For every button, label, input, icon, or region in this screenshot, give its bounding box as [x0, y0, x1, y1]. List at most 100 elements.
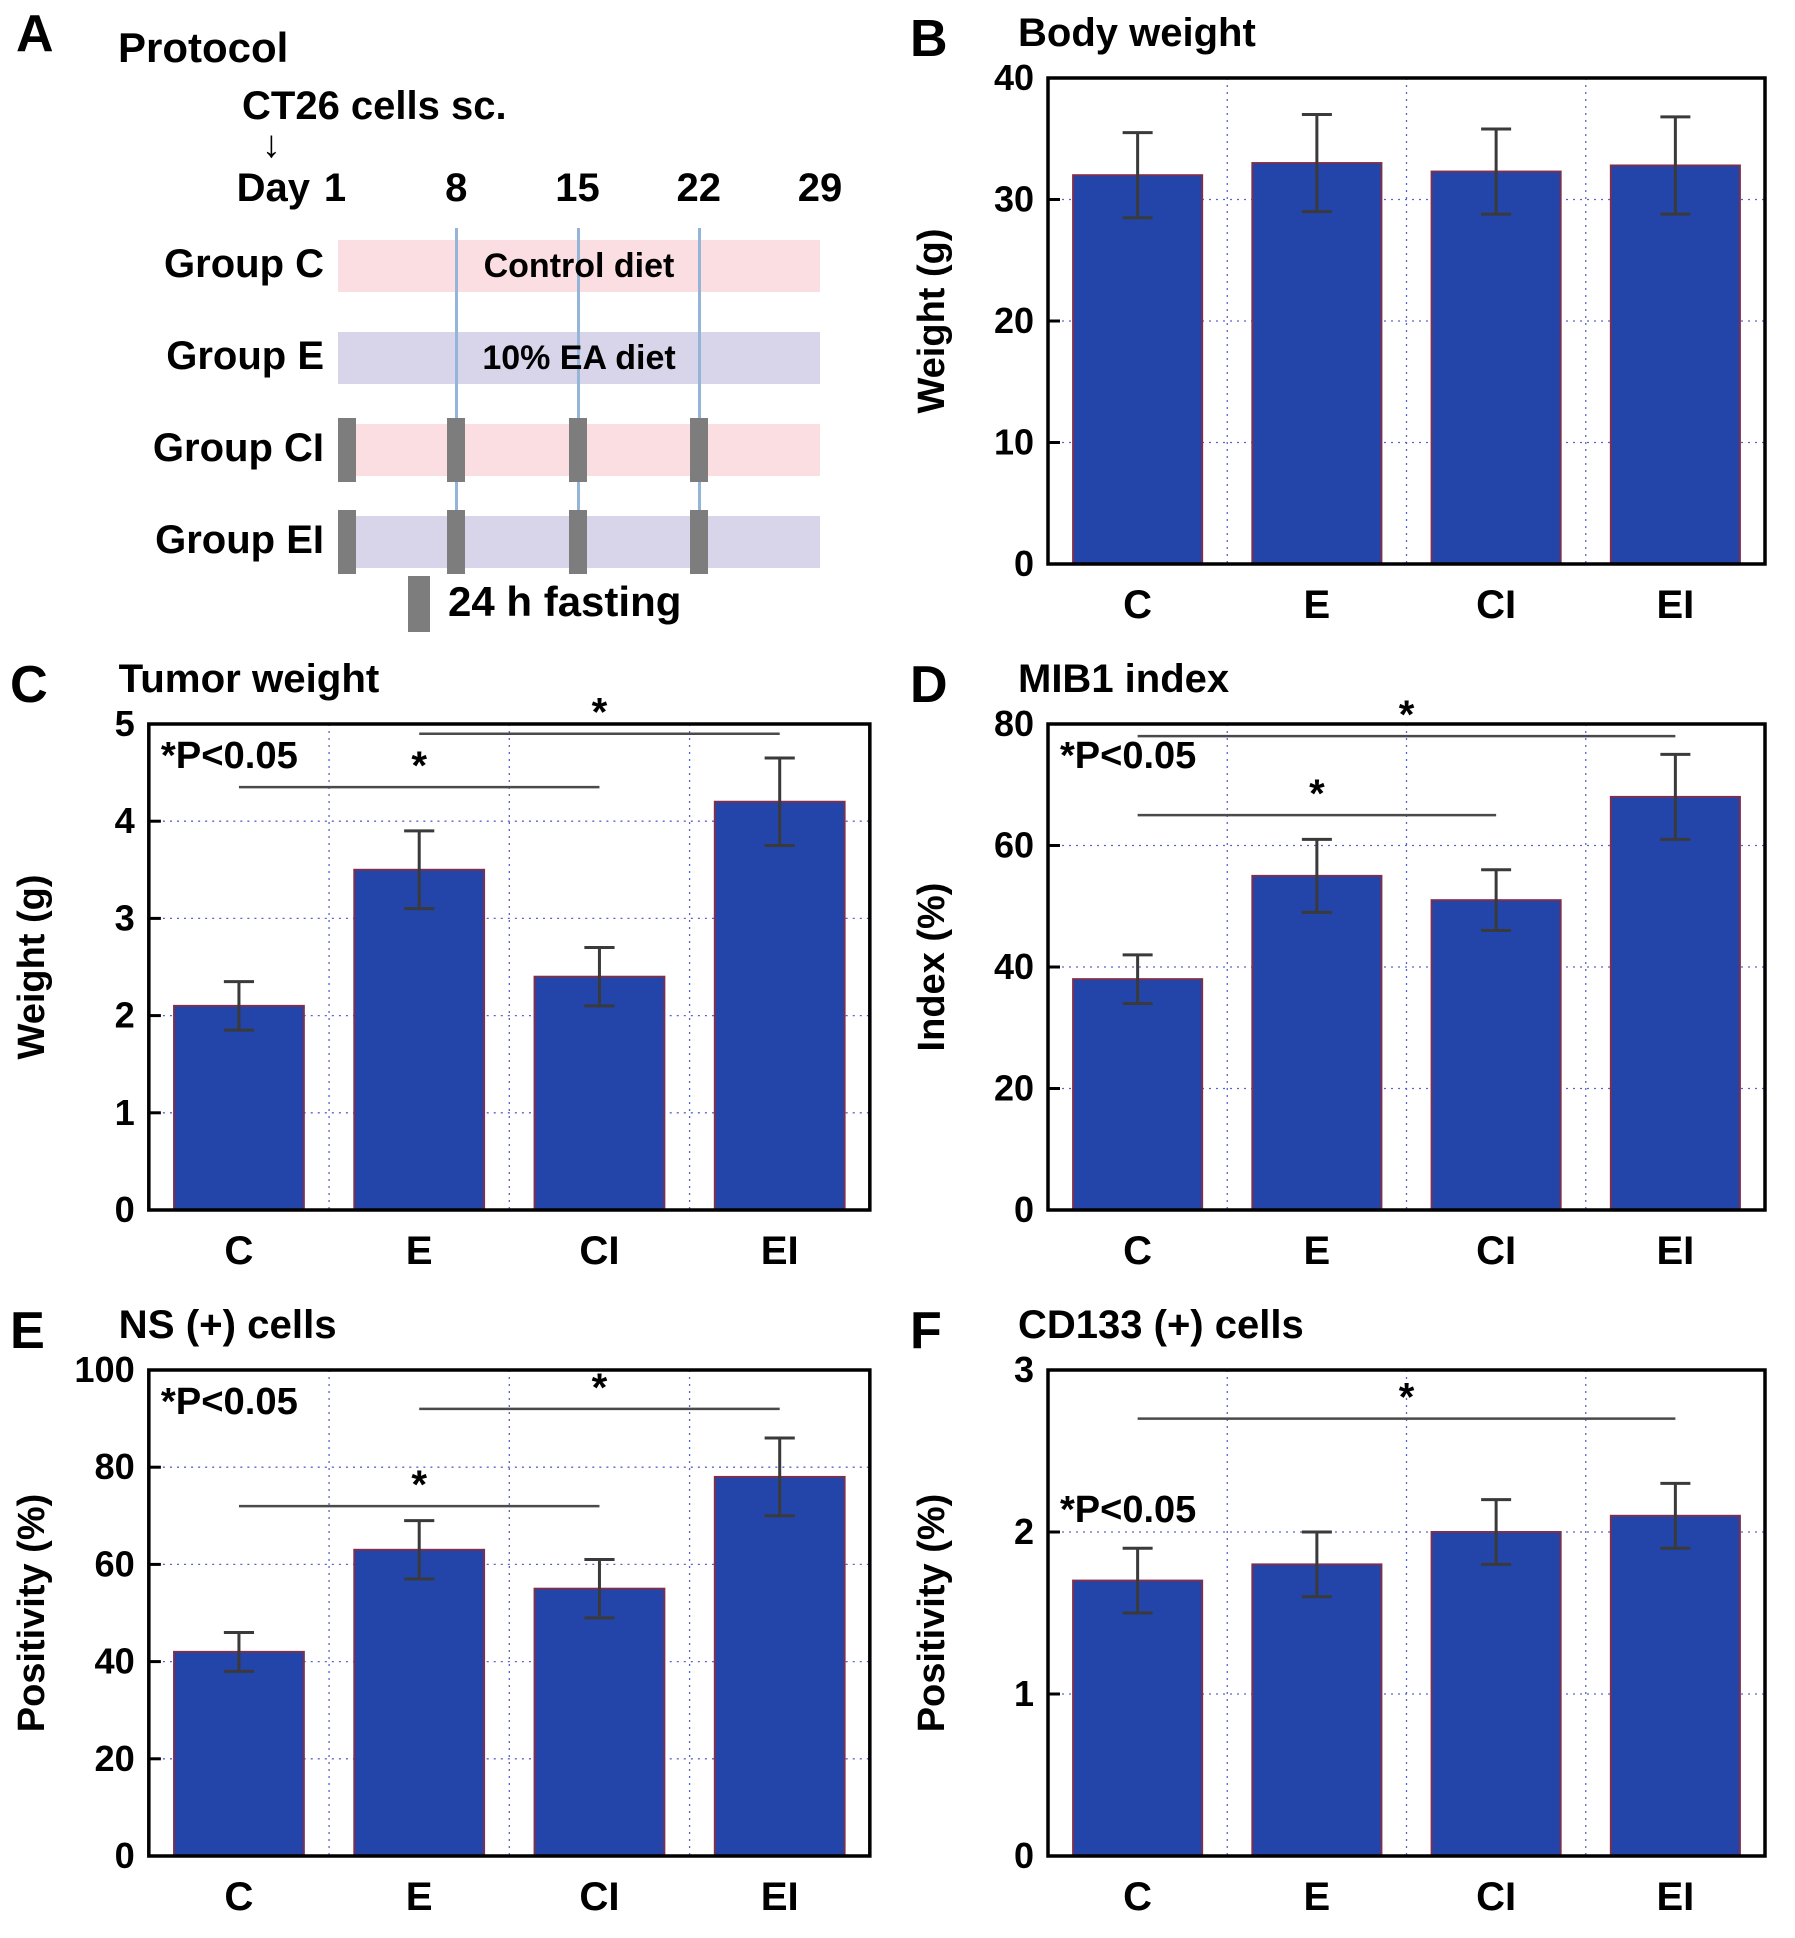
bar-E — [1251, 162, 1383, 566]
chart-title: Body weight — [1018, 11, 1256, 55]
bar-EI — [1609, 164, 1741, 565]
bar-E — [353, 1548, 486, 1857]
diet-band-label: Control diet — [483, 247, 675, 285]
fasting-bar — [689, 510, 708, 574]
protocol-diagram: Protocol CT26 cells sc. ↓ Day 1 8 15 22 29 Group … — [0, 0, 900, 646]
bar-EI — [713, 800, 846, 1211]
error-bar-EI — [1660, 1481, 1691, 1550]
y-tick-label: 0 — [115, 1189, 135, 1230]
bar-CI — [533, 975, 666, 1211]
x-category-label: CI — [1476, 1875, 1516, 1919]
error-bar-CI — [1481, 1498, 1512, 1566]
error-bar-E — [1301, 112, 1332, 214]
x-category-label: E — [406, 1229, 433, 1273]
y-tick-label: 40 — [994, 57, 1034, 98]
error-bar-EI — [1660, 752, 1691, 841]
y-tick-label: 2 — [1014, 1511, 1034, 1552]
x-category-label: E — [406, 1875, 433, 1919]
error-bar-EI — [1660, 115, 1691, 216]
diet-band-label: 10% EA diet — [482, 339, 676, 377]
y-tick-label: 0 — [1014, 1835, 1034, 1876]
x-category-label: CI — [579, 1229, 619, 1273]
day-gridline — [697, 228, 701, 572]
fasting-bar — [338, 510, 356, 574]
x-category-label: C — [1123, 583, 1152, 627]
significance-star: * — [1399, 1376, 1415, 1420]
y-tick-label: 80 — [94, 1446, 134, 1487]
y-axis-title: Index (%) — [911, 883, 953, 1052]
panel-d-mib1-index: 0 20 40 60 80 C E CI EI Index (%) MIB1 index D *P<0.… — [900, 646, 1795, 1292]
error-bar-CI — [584, 1558, 615, 1620]
error-bar-E — [404, 829, 435, 911]
bar-C — [1072, 1579, 1204, 1857]
x-category-label: C — [1123, 1875, 1152, 1919]
y-tick-label: 20 — [94, 1738, 134, 1779]
bar-C — [173, 1650, 305, 1857]
x-category-label: E — [1304, 1875, 1331, 1919]
body-weight-chart: 0 10 20 30 40 C E CI EI Weight (g) Body weight B — [910, 10, 1767, 627]
error-bar-E — [404, 1519, 435, 1581]
group-label: Group EI — [155, 518, 324, 562]
day-tick-label: 8 — [445, 166, 468, 210]
day-tick-label: 15 — [555, 166, 600, 210]
bar-C — [1072, 978, 1204, 1211]
error-bar-EI — [764, 756, 795, 847]
fasting-bar — [568, 418, 587, 482]
day-tick-label: 29 — [797, 166, 843, 210]
significance-star: * — [411, 744, 427, 788]
bar-CI — [533, 1587, 666, 1857]
bar-E — [1251, 1563, 1383, 1857]
error-bar-CI — [584, 946, 615, 1008]
error-bar-C — [223, 980, 255, 1032]
x-category-label: CI — [1476, 583, 1516, 627]
day-axis-label: Day — [236, 166, 310, 210]
bar-EI — [713, 1475, 846, 1857]
pvalue-annotation: *P<0.05 — [1060, 1489, 1196, 1531]
y-tick-label: 1 — [115, 1092, 135, 1133]
ns-positive-cells-chart: 0 20 40 60 80 100 C E CI EI Positivity (%) NS (+) c… — [10, 1302, 872, 1919]
panel-letter: B — [910, 10, 948, 68]
y-axis-title: Weight (g) — [11, 875, 53, 1060]
panel-a-protocol: A Protocol CT26 cells sc. ↓ Day 1 8 15 22 29 Grou… — [0, 0, 900, 646]
bar-CI — [1430, 899, 1562, 1212]
group-label: Group E — [166, 334, 324, 378]
y-tick-label: 0 — [1014, 543, 1034, 584]
pvalue-annotation: *P<0.05 — [1060, 735, 1196, 777]
error-bar-C — [1122, 953, 1153, 1005]
error-bar-C — [1122, 131, 1153, 220]
panel-letter: D — [910, 656, 948, 714]
fasting-bar — [568, 510, 587, 574]
fasting-bar — [689, 418, 708, 482]
x-category-label: EI — [1656, 1875, 1694, 1919]
chart-title: Tumor weight — [119, 657, 380, 701]
bar-EI — [1609, 795, 1741, 1211]
panel-letter-a: A — [16, 5, 54, 63]
x-category-label: EI — [1656, 583, 1694, 627]
error-bar-CI — [1481, 127, 1512, 216]
fasting-legend-label: 24 h fasting — [448, 578, 682, 625]
group-label: Group C — [164, 242, 324, 286]
fasting-legend-swatch — [408, 576, 430, 632]
y-tick-label: 60 — [994, 825, 1034, 866]
x-category-label: C — [224, 1229, 253, 1273]
axes-frame — [1046, 1368, 1767, 1858]
day-gridline — [455, 228, 459, 572]
x-category-label: EI — [761, 1875, 799, 1919]
error-bar-EI — [764, 1436, 795, 1518]
x-category-label: CI — [579, 1875, 619, 1919]
y-axis-title: Weight (g) — [911, 228, 953, 413]
error-bar-E — [1301, 837, 1332, 914]
group-label: Group CI — [152, 426, 324, 470]
x-category-label: E — [1304, 1229, 1331, 1273]
panel-e-ns-cells: 0 20 40 60 80 100 C E CI EI Positivity (%) NS (+) c… — [0, 1292, 900, 1938]
injection-label: CT26 cells sc. — [242, 84, 507, 128]
y-tick-label: 10 — [994, 422, 1034, 463]
error-bar-C — [223, 1630, 255, 1673]
bar-C — [173, 1004, 305, 1211]
y-tick-label: 30 — [994, 179, 1034, 220]
y-tick-label: 3 — [1014, 1349, 1034, 1390]
cd133-positive-cells-chart: 0 1 2 3 C E CI EI Positivity (%) CD133 (+) cells F… — [910, 1302, 1767, 1919]
bar-CI — [1430, 170, 1562, 565]
day-gridline — [576, 228, 580, 572]
bar-C — [1072, 174, 1204, 565]
